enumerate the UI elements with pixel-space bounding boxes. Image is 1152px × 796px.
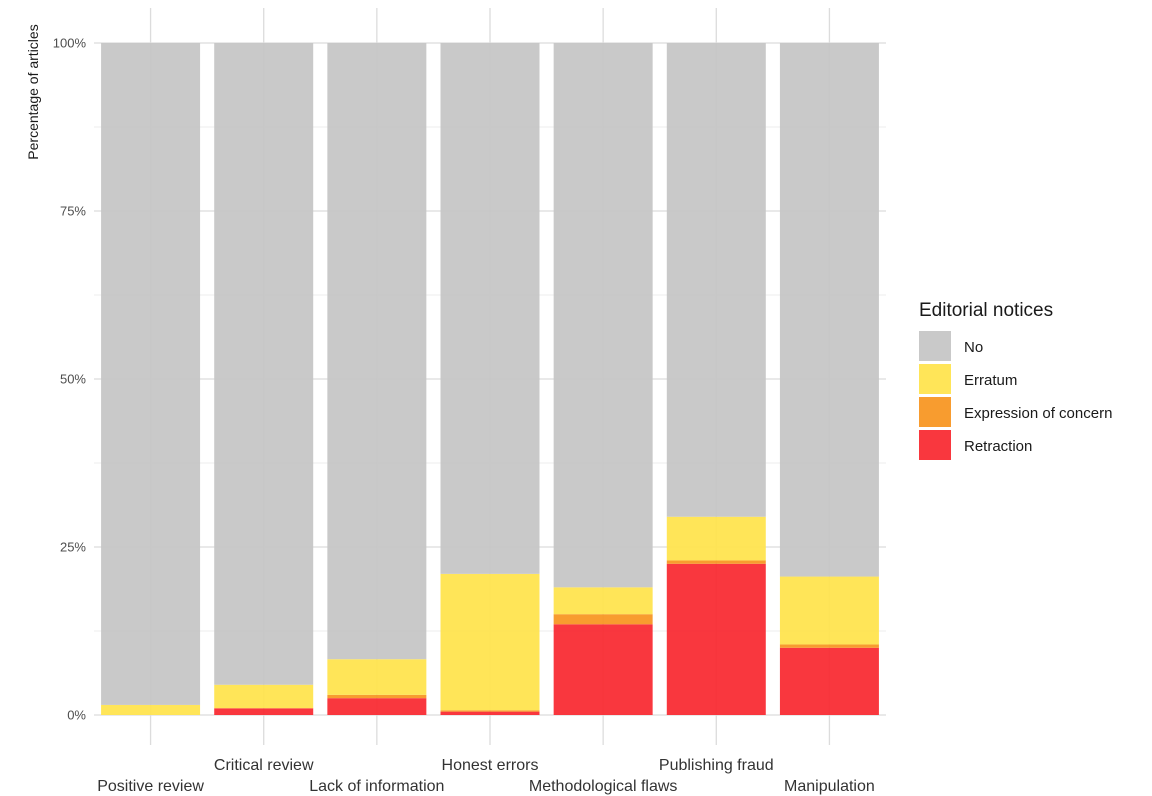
bar-segment-erratum — [779, 576, 879, 645]
bar-segment-expression-of-concern — [553, 614, 653, 625]
bar-segment-erratum — [214, 684, 314, 709]
legend-label: Expression of concern — [964, 405, 1112, 422]
bar-segment-no — [666, 43, 766, 517]
bar-segment-no — [214, 43, 314, 685]
y-axis-title: Percentage of articles — [25, 24, 41, 159]
x-category-label: Lack of information — [309, 778, 444, 795]
bar-segment-erratum — [327, 659, 427, 695]
x-category-label: Manipulation — [784, 778, 875, 795]
bar-segment-expression-of-concern — [440, 710, 540, 712]
legend-swatch — [919, 364, 951, 394]
legend-swatch — [919, 430, 951, 460]
bar-segment-no — [440, 43, 540, 574]
bar-segment-retraction — [666, 563, 766, 715]
y-axis-ticks: 0% 25% 50% 75% 100% — [53, 36, 87, 723]
bar-segment-expression-of-concern — [327, 694, 427, 699]
bar-segment-erratum — [666, 516, 766, 561]
y-tick-label: 75% — [60, 204, 86, 219]
legend-label: No — [964, 339, 983, 356]
x-category-label: Positive review — [97, 778, 204, 795]
bar-segment-retraction — [327, 698, 427, 715]
x-axis-labels: Positive review Critical review Lack of in… — [97, 757, 875, 795]
legend: Editorial notices No Erratum Expression of… — [919, 300, 1112, 460]
x-category-label: Publishing fraud — [659, 757, 774, 774]
bar-segment-expression-of-concern — [666, 560, 766, 564]
x-category-label: Methodological flaws — [529, 778, 678, 795]
legend-swatch — [919, 397, 951, 427]
bar-segment-no — [553, 43, 653, 588]
bar-segment-retraction — [440, 711, 540, 715]
bar-segment-retraction — [214, 708, 314, 715]
bar-segment-no — [327, 43, 427, 660]
x-category-label: Critical review — [214, 757, 314, 774]
bars — [101, 43, 879, 715]
bar-segment-no — [101, 43, 201, 705]
bar-segment-retraction — [779, 647, 879, 715]
bar-segment-expression-of-concern — [779, 644, 879, 648]
legend-label: Retraction — [964, 438, 1032, 455]
legend-title: Editorial notices — [919, 300, 1053, 321]
y-tick-label: 0% — [67, 708, 86, 723]
x-category-label: Honest errors — [442, 757, 539, 774]
y-tick-label: 50% — [60, 372, 86, 387]
bar-segment-erratum — [553, 587, 653, 615]
legend-label: Erratum — [964, 372, 1017, 389]
y-tick-label: 100% — [53, 36, 87, 51]
bar-segment-erratum — [440, 573, 540, 711]
bar-segment-no — [779, 43, 879, 577]
y-tick-label: 25% — [60, 540, 86, 555]
legend-swatch — [919, 331, 951, 361]
bar-segment-retraction — [553, 624, 653, 715]
bar-segment-erratum — [101, 704, 201, 715]
